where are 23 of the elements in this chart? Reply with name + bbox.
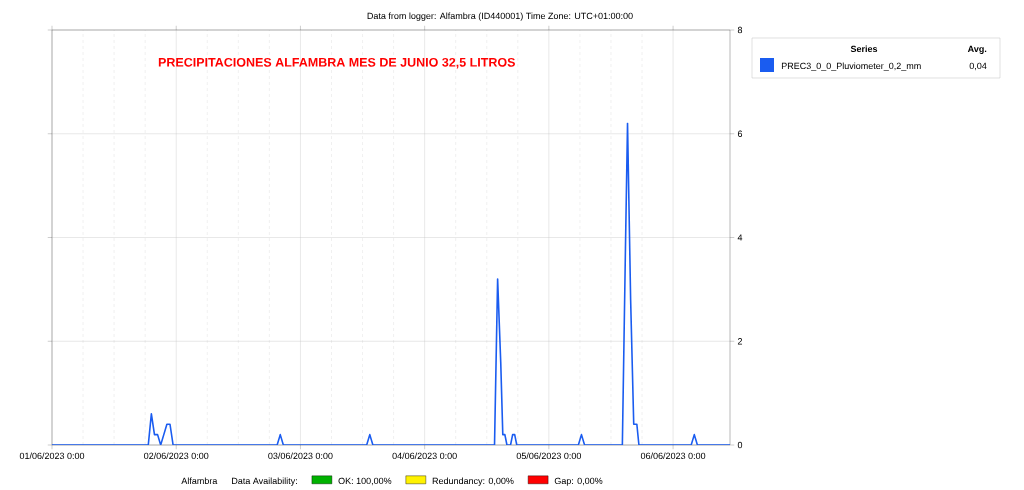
x-tick-label: 05/06/2023 0:00 <box>516 452 582 460</box>
chart-subtitle: Data from logger: Alfambra (ID440001) Time Zone: UTC+01:00:00 <box>367 12 633 21</box>
y-tick-label: 4 <box>737 234 743 241</box>
x-tick-label: 06/06/2023 0:00 <box>640 452 706 460</box>
y-tick-label: 2 <box>737 338 743 345</box>
x-tick-label: 03/06/2023 0:00 <box>268 452 333 460</box>
x-tick-label: 01/06/2023 0:00 <box>19 452 85 460</box>
text: PRECIPITACIONES ALFAMBRA MES DE JUNIO 32,5 LITROS <box>158 57 515 69</box>
text: Avg. <box>967 45 987 54</box>
y-tick-label: 6 <box>737 130 743 137</box>
legend-title: Series <box>850 45 878 53</box>
x-tick-label: 04/06/2023 0:00 <box>392 452 457 460</box>
text: OK: 100,00% <box>338 477 392 486</box>
y-tick-label: 8 <box>737 26 743 34</box>
text: Gap: 0,00% <box>554 477 603 486</box>
legend-label: PREC3_0_0_Pluviometer_0,2_mm <box>781 62 921 71</box>
text: Alfambra <box>181 477 218 485</box>
y-tick-label: 0 <box>737 441 743 449</box>
x-tick-label: 02/06/2023 0:00 <box>144 452 209 460</box>
line-series <box>52 122 731 445</box>
text: Redundancy: 0,00% <box>432 477 514 486</box>
text: 0,04 <box>969 62 987 71</box>
text: Data Availability: <box>232 477 297 486</box>
